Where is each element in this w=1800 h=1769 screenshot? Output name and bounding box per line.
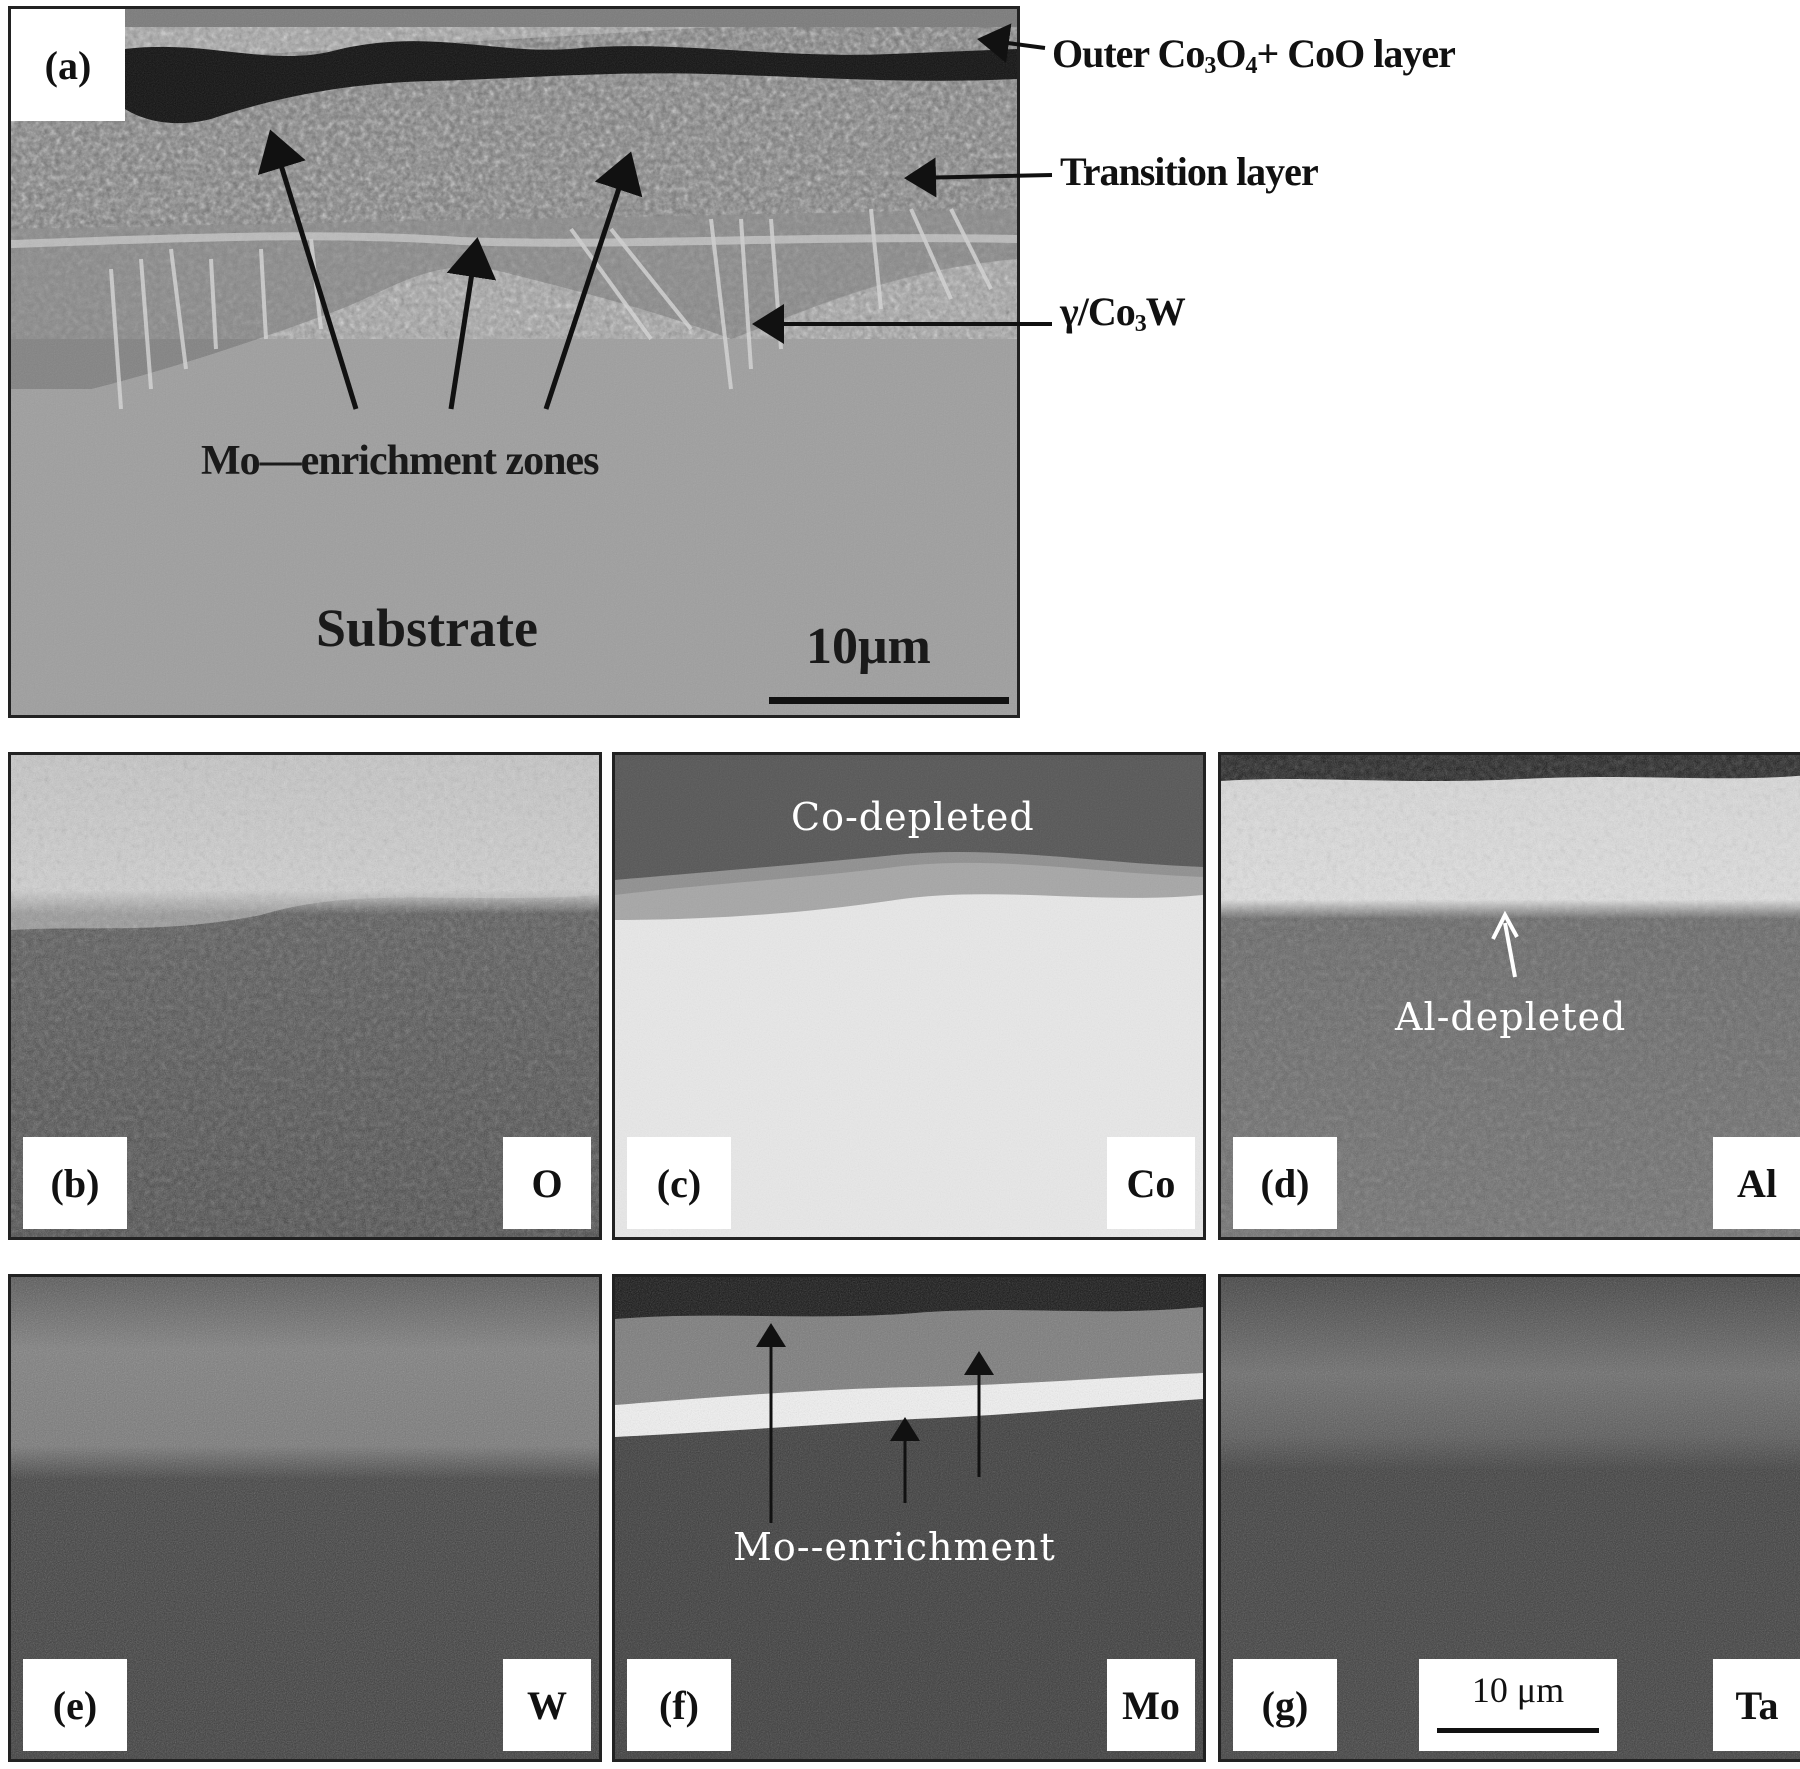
transition-layer-label: Transition layer	[1060, 149, 1319, 194]
element-label-o: O	[503, 1137, 591, 1229]
mo-enrichment-zones-label: Mo—enrichment zones	[201, 438, 599, 484]
eds-map-tantalum: (g) 10 μm Ta	[1218, 1274, 1800, 1762]
element-label-w: W	[503, 1659, 591, 1751]
scale-bar-g-line	[1437, 1728, 1599, 1733]
gamma-co3w-label: γ/Co3W	[1060, 289, 1186, 337]
outer-oxide-layer-label: Outer Co3O4+ CoO layer	[1052, 31, 1456, 79]
element-label-mo: Mo	[1107, 1659, 1195, 1751]
mo-arrow-2	[446, 237, 497, 410]
sem-cross-section-panel: (a) Mo—enrichment zones Substrate 10μm	[8, 6, 1020, 718]
eds-map-molybdenum: Mo--enrichment (f) Mo	[612, 1274, 1206, 1762]
scale-bar-g-label: 10 μm	[1471, 1670, 1565, 1710]
mo-zone-arrows	[257, 129, 643, 410]
cobalt-map-image	[615, 755, 1203, 1237]
panel-e-label: (e)	[23, 1659, 127, 1751]
mo-arrow-3	[543, 151, 643, 410]
scale-bar-label: 10μm	[806, 618, 931, 675]
eds-map-oxygen: (b) O	[8, 752, 602, 1240]
panel-a-label: (a)	[11, 9, 125, 121]
mo-enrichment-label: Mo--enrichment	[733, 1525, 1056, 1569]
element-label-co: Co	[1107, 1137, 1195, 1229]
eds-map-aluminium: Al-depleted (d) Al	[1218, 752, 1800, 1240]
eds-map-tungsten: (e) W	[8, 1274, 602, 1762]
scale-bar	[769, 697, 1009, 704]
eds-map-cobalt: Co-depleted (c) Co	[612, 752, 1206, 1240]
substrate-label: Substrate	[316, 598, 539, 658]
sem-micrograph	[11, 9, 1017, 715]
panel-f-label: (f)	[627, 1659, 731, 1751]
element-label-ta: Ta	[1713, 1659, 1800, 1751]
panel-b-label: (b)	[23, 1137, 127, 1229]
panel-c-label: (c)	[627, 1137, 731, 1229]
al-depleted-label: Al-depleted	[1395, 995, 1627, 1039]
scale-bar-g: 10 μm	[1419, 1659, 1617, 1751]
oxygen-map-image	[11, 755, 599, 1237]
co-depleted-label: Co-depleted	[791, 795, 1035, 839]
layer-label-arrows	[752, 23, 1053, 344]
molybdenum-map-image	[615, 1277, 1203, 1759]
panel-d-label: (d)	[1233, 1137, 1337, 1229]
element-label-al: Al	[1713, 1137, 1800, 1229]
mo-arrow-1	[257, 129, 359, 410]
panel-g-label: (g)	[1233, 1659, 1337, 1751]
